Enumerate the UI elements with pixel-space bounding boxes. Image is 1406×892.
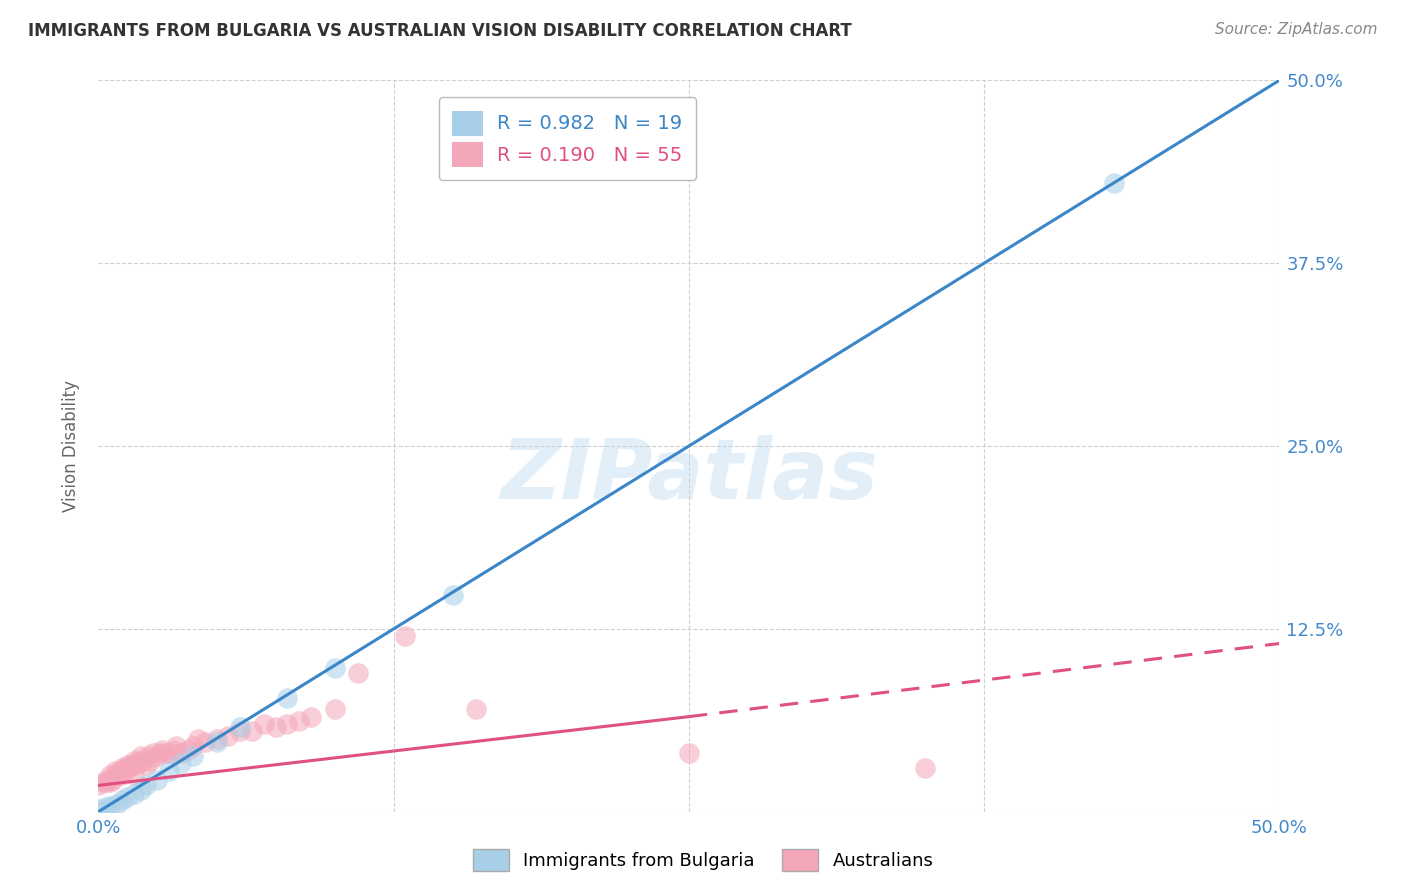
Point [94, 775, 117, 789]
Point [135, 758, 157, 772]
Point [149, 746, 172, 760]
Point [87, 802, 110, 816]
Point [157, 746, 180, 760]
Point [240, 724, 263, 739]
Point [150, 743, 173, 757]
Point [125, 758, 148, 772]
Point [136, 749, 159, 764]
Point [132, 754, 155, 768]
Point [104, 768, 127, 782]
Point [111, 793, 134, 807]
Point [347, 665, 370, 680]
Point [115, 761, 138, 775]
Point [157, 764, 180, 778]
Point [129, 749, 152, 764]
Point [205, 731, 228, 746]
Point [181, 739, 204, 753]
Point [105, 797, 128, 812]
Point [465, 702, 488, 716]
Point [98, 798, 121, 813]
Point [276, 690, 298, 705]
Text: IMMIGRANTS FROM BULGARIA VS AUSTRALIAN VISION DISABILITY CORRELATION CHART: IMMIGRANTS FROM BULGARIA VS AUSTRALIAN V… [28, 22, 852, 40]
Point [128, 754, 150, 768]
Point [108, 764, 131, 778]
Point [229, 724, 252, 739]
Point [135, 778, 157, 792]
Point [111, 768, 134, 782]
Point [98, 775, 121, 789]
Point [299, 709, 322, 723]
Legend: R = 0.982   N = 19, R = 0.190   N = 55: R = 0.982 N = 19, R = 0.190 N = 55 [439, 97, 696, 180]
Point [139, 754, 162, 768]
Point [98, 768, 121, 782]
Point [678, 746, 700, 760]
Point [441, 588, 464, 602]
Text: ZIPatlas: ZIPatlas [501, 434, 877, 516]
Point [181, 749, 204, 764]
Point [122, 768, 145, 782]
Point [104, 764, 127, 778]
Point [323, 702, 346, 716]
Point [1102, 176, 1125, 190]
Point [170, 746, 193, 760]
Point [91, 775, 114, 789]
Point [394, 629, 416, 643]
Point [115, 790, 138, 805]
Point [165, 739, 187, 753]
Point [111, 761, 134, 775]
Point [229, 720, 252, 734]
Point [177, 743, 200, 757]
Point [146, 772, 169, 787]
Point [217, 729, 239, 743]
Point [122, 787, 145, 801]
Point [97, 772, 120, 787]
Point [163, 743, 186, 757]
Point [87, 778, 110, 792]
Point [105, 768, 128, 782]
Point [112, 764, 135, 778]
Point [153, 746, 176, 760]
Legend: Immigrants from Bulgaria, Australians: Immigrants from Bulgaria, Australians [465, 842, 941, 879]
Point [115, 758, 138, 772]
Point [276, 717, 298, 731]
Point [253, 717, 276, 731]
Point [122, 754, 145, 768]
Point [288, 714, 311, 728]
Point [94, 800, 117, 814]
Point [205, 734, 228, 748]
Point [914, 761, 936, 775]
Point [264, 720, 287, 734]
Point [101, 772, 124, 787]
Y-axis label: Vision Disability: Vision Disability [62, 380, 80, 512]
Point [121, 758, 143, 772]
Text: Source: ZipAtlas.com: Source: ZipAtlas.com [1215, 22, 1378, 37]
Point [129, 782, 152, 797]
Point [187, 731, 209, 746]
Point [170, 756, 193, 771]
Point [194, 734, 217, 748]
Point [118, 761, 141, 775]
Point [142, 746, 165, 760]
Point [146, 749, 169, 764]
Point [323, 661, 346, 675]
